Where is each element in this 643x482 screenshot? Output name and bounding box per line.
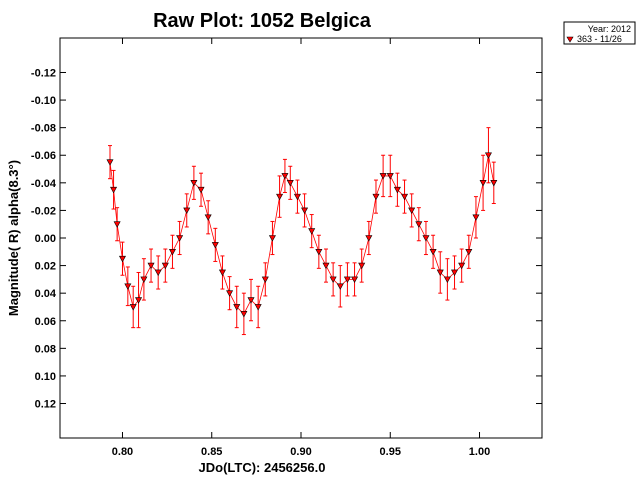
data-point bbox=[429, 248, 437, 256]
data-point bbox=[479, 180, 487, 187]
data-point bbox=[336, 283, 344, 290]
data-point bbox=[176, 235, 184, 242]
data-point bbox=[281, 173, 289, 180]
plot-area: 0.80 0.85 0.90 0.95 1.00 -0.12 -0.10 -0.08 -0.0… bbox=[31, 37, 543, 458]
data-point bbox=[472, 214, 480, 221]
x-tick-label: 0.95 bbox=[380, 446, 401, 458]
y-tick-label: -0.02 bbox=[31, 205, 56, 217]
data-point bbox=[204, 214, 212, 221]
x-tick-label: 0.85 bbox=[201, 446, 222, 458]
y-tick-label: -0.10 bbox=[31, 95, 56, 107]
data-point bbox=[129, 304, 137, 311]
data-point bbox=[372, 193, 380, 201]
y-tick-label: 0.00 bbox=[35, 233, 56, 245]
chart-title: Raw Plot: 1052 Belgica bbox=[153, 10, 372, 32]
data-point bbox=[422, 235, 430, 242]
data-point bbox=[124, 283, 132, 290]
data-point bbox=[135, 297, 143, 304]
data-point bbox=[247, 297, 255, 304]
x-tick-label: 0.80 bbox=[112, 446, 133, 458]
data-point bbox=[443, 276, 451, 284]
data-point bbox=[286, 180, 294, 187]
data-point bbox=[140, 276, 148, 284]
data-point bbox=[233, 304, 241, 311]
data-point bbox=[261, 276, 269, 284]
data-point bbox=[113, 221, 121, 228]
data-point bbox=[168, 248, 176, 256]
legend-entry-label: 363 - 11/26 bbox=[577, 34, 622, 44]
y-tick-label: 0.10 bbox=[35, 371, 56, 383]
data-point bbox=[458, 262, 466, 270]
data-point bbox=[358, 262, 366, 270]
data-point bbox=[401, 193, 409, 201]
data-point bbox=[190, 180, 198, 187]
y-axis-ticks bbox=[60, 71, 542, 405]
data-point bbox=[154, 269, 162, 277]
data-point bbox=[197, 186, 205, 194]
x-axis-label: JDo(LTC): 2456256.0 bbox=[199, 460, 326, 475]
data-point bbox=[293, 193, 301, 201]
data-point bbox=[254, 304, 262, 311]
y-tick-label: 0.02 bbox=[35, 261, 56, 273]
legend-marker-triangle-down bbox=[566, 36, 574, 43]
y-tick-label: -0.04 bbox=[31, 178, 57, 190]
data-point bbox=[351, 276, 359, 284]
data-point bbox=[322, 262, 330, 270]
data-point bbox=[308, 228, 316, 235]
x-axis-ticks bbox=[121, 38, 481, 438]
x-tick-label: 0.90 bbox=[290, 446, 311, 458]
plot-frame bbox=[59, 37, 543, 439]
data-point bbox=[161, 262, 169, 270]
data-point bbox=[386, 173, 394, 180]
data-point bbox=[484, 152, 492, 159]
data-point bbox=[436, 269, 444, 277]
y-tick-label: 0.04 bbox=[35, 288, 57, 300]
legend-box bbox=[563, 21, 636, 45]
y-tick-label: 0.08 bbox=[35, 343, 56, 355]
data-point bbox=[183, 207, 191, 215]
data-point bbox=[106, 159, 114, 166]
data-point bbox=[315, 248, 323, 256]
data-point bbox=[118, 255, 126, 263]
data-point bbox=[490, 180, 498, 187]
data-point bbox=[147, 262, 155, 270]
y-tick-label: -0.08 bbox=[31, 123, 56, 135]
legend-title: Year: 2012 bbox=[588, 24, 631, 34]
data-point bbox=[240, 311, 248, 318]
x-axis-tick-labels: 0.80 0.85 0.90 0.95 1.00 bbox=[112, 446, 490, 458]
data-point bbox=[276, 193, 284, 201]
series-layer bbox=[106, 127, 498, 336]
data-point bbox=[218, 269, 226, 277]
data-point bbox=[226, 290, 234, 297]
data-point bbox=[343, 276, 351, 284]
y-tick-label: 0.06 bbox=[35, 316, 56, 328]
y-axis-label: Magnitude( R) alpha(8.3°) bbox=[6, 160, 21, 316]
data-point bbox=[379, 173, 387, 180]
y-tick-label: 0.12 bbox=[35, 399, 56, 411]
data-point bbox=[408, 207, 416, 215]
legend: Year: 2012 363 - 11/26 bbox=[563, 21, 636, 45]
data-point bbox=[393, 186, 401, 194]
y-tick-label: -0.06 bbox=[31, 150, 56, 162]
data-point bbox=[110, 186, 118, 194]
data-point bbox=[465, 248, 473, 256]
data-point bbox=[329, 276, 337, 284]
data-point bbox=[301, 207, 309, 215]
data-point bbox=[365, 235, 373, 242]
series-363-11-26 bbox=[106, 127, 498, 336]
series-connecting-line bbox=[109, 155, 495, 315]
data-point bbox=[415, 221, 423, 228]
data-point bbox=[451, 269, 459, 277]
y-axis-tick-labels: -0.12 -0.10 -0.08 -0.06 -0.04 -0.02 0.00 0.02 0.… bbox=[31, 67, 57, 410]
data-point bbox=[211, 242, 219, 249]
data-point bbox=[268, 235, 276, 242]
x-tick-label: 1.00 bbox=[469, 446, 490, 458]
y-tick-label: -0.12 bbox=[31, 67, 56, 79]
